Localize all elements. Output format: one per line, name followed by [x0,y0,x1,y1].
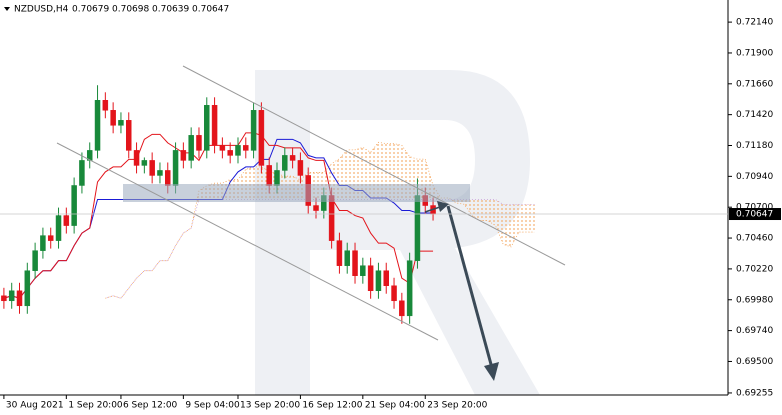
cloud-fill [105,142,535,299]
candle-body [375,270,382,292]
candle-body [79,160,85,186]
candle-body [360,265,366,276]
candle-body [250,110,257,151]
candle-body [274,170,280,186]
candle-body [16,290,23,307]
candle-body [313,205,319,211]
candle-body [1,295,7,302]
quote: 0.70679 0.70698 0.70639 0.70647 [72,5,229,15]
candle-body [133,150,140,166]
candle-body [243,145,249,151]
candle-body [352,250,358,276]
x-tick-label: 6 Sep 12:00 [123,401,178,411]
candle-body [188,135,194,161]
x-tick-label: 1 Sep 20:00 [68,401,123,411]
candle-body [227,150,233,156]
candle-body [266,165,272,186]
candle-body [47,235,54,241]
x-tick-label: 30 Aug 2021 [6,401,64,411]
candle-body [391,285,397,302]
candle-body [258,110,265,166]
y-tick-label: 0.69980 [736,295,773,305]
channel-lower [56,142,439,341]
candle-body [63,215,70,226]
channel-upper [182,65,566,266]
quote-value: 0.70679 [72,5,109,15]
y-tick-label: 0.70220 [736,264,773,274]
candle-body [172,150,179,186]
y-tick-label: 0.71180 [736,141,773,151]
candle-body [204,105,210,151]
candle-body [102,100,109,111]
candle-body [71,185,77,226]
candle-body [211,105,218,146]
annotations [56,65,566,381]
candle-body [125,120,132,151]
y-tick-label: 0.70940 [736,172,773,182]
quote-value: 0.70698 [112,5,149,15]
candle-body [328,195,335,241]
watermark [255,70,540,395]
y-tick-label: 0.69500 [736,357,773,367]
candle-body [40,235,46,251]
y-tick-label: 0.69255 [736,388,773,398]
quote-value: 0.70647 [192,5,229,15]
candle-body [406,260,413,317]
candle-body [32,250,38,271]
candle-body [149,160,155,176]
x-tick-label: 9 Sep 04:00 [185,401,240,411]
last-price-box [729,208,781,221]
quote-value: 0.70639 [152,5,189,15]
candle-body [8,290,15,302]
candle-body [196,135,202,151]
symbol: NZDUSD,H4 [14,5,69,15]
candle-body [141,160,148,166]
y-tick-label: 0.70700 [736,203,773,213]
candle-body [157,170,163,176]
candle-body [110,110,116,126]
y-tick-label: 0.71900 [736,48,773,58]
arrow-small-head [437,201,449,212]
candle-body [344,250,350,266]
x-tick-label: 21 Sep 04:00 [365,401,425,411]
y-tick-label: 0.72140 [736,18,773,28]
candle-body [219,145,226,151]
candle-body [235,145,241,156]
candle-body [336,240,343,266]
span-a [105,141,535,299]
candle-body [383,270,389,286]
y-tick-label: 0.70460 [736,234,773,244]
y-tick-label: 0.71660 [736,79,773,89]
resistance-zone [123,184,470,202]
candle-body [297,160,304,176]
x-tick-label: 16 Sep 12:00 [302,401,362,411]
candle-body [414,195,421,261]
tenkan-line [3,132,434,299]
x-tick-label: 23 Sep 20:00 [427,401,487,411]
candle-body [282,155,288,171]
candles [1,85,436,324]
candle-body [55,215,62,241]
arrow-big-head [484,362,499,381]
x-tick-label: 13 Sep 20:00 [240,401,300,411]
candle-body [367,265,374,292]
candle-body [165,170,171,186]
candle-body [180,150,187,161]
candle-body [289,155,296,161]
y-tick-label: 0.69740 [736,326,773,336]
last-price-label: 0.70647 [736,210,773,220]
arrow-big [446,205,494,369]
y-tick-label: 0.71420 [736,110,773,120]
menu-triangle [4,7,10,11]
candle-body [24,270,31,307]
candle-body [399,300,405,317]
candle-body [118,120,124,126]
candle-body [94,100,101,151]
